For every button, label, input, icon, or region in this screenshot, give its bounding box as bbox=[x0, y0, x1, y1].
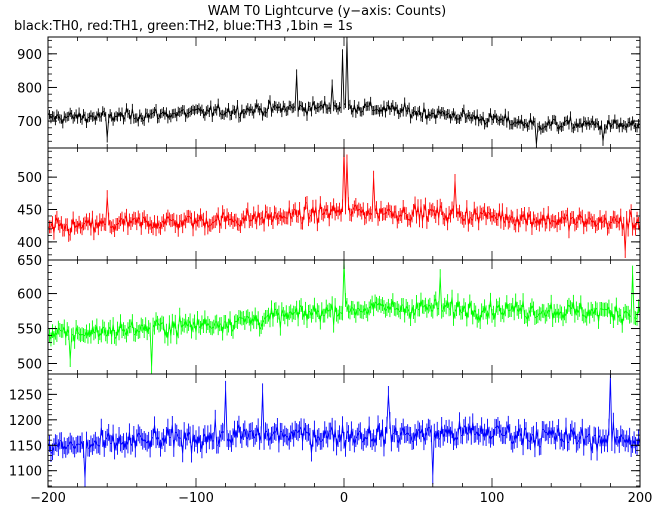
y-tick-label: 600 bbox=[17, 288, 42, 303]
panel-th1: 400 450 500 650 bbox=[17, 147, 641, 269]
x-tick-label: 200 bbox=[628, 491, 653, 505]
y-tick-label: 500 bbox=[17, 171, 42, 186]
x-tick-label: −200 bbox=[30, 491, 66, 505]
y-tick-label: 900 bbox=[17, 48, 42, 63]
y-tick-label: 1150 bbox=[9, 439, 42, 454]
x-tick-label: −100 bbox=[178, 491, 214, 505]
x-tick-label: 0 bbox=[340, 491, 348, 505]
x-tick-label: 100 bbox=[480, 491, 505, 505]
y-tick-label: 800 bbox=[17, 81, 42, 96]
y-tick-label: 500 bbox=[17, 358, 42, 373]
panel-th2: 500 550 600 bbox=[17, 259, 641, 375]
panel-th0: 700 800 900 bbox=[17, 36, 641, 149]
y-tick-label: 550 bbox=[17, 323, 42, 338]
series-line-th3 bbox=[48, 374, 640, 487]
y-tick-label: 650 bbox=[17, 254, 42, 269]
panel-th3: 1100 1150 1200 1250 bbox=[9, 373, 641, 488]
y-tick-label: 1250 bbox=[9, 388, 42, 403]
y-tick-label: 1200 bbox=[9, 414, 42, 429]
series-line-th1 bbox=[48, 148, 640, 258]
chart-title: WAM T0 Lightcurve (y−axis: Counts) bbox=[208, 4, 446, 19]
series-line-th0 bbox=[48, 37, 640, 148]
y-tick-label: 400 bbox=[17, 236, 42, 251]
series-line-th2 bbox=[48, 260, 640, 374]
y-tick-label: 450 bbox=[17, 204, 42, 219]
y-tick-label: 1100 bbox=[9, 465, 42, 480]
panels: 700 800 900 400 450 500 650 500 550 600 1100 1150 12… bbox=[9, 36, 641, 488]
chart-subtitle: black:TH0, red:TH1, green:TH2, blue:TH3 … bbox=[14, 19, 353, 34]
y-tick-label: 700 bbox=[17, 115, 42, 130]
x-axis: −200 −100 0 100 200 bbox=[30, 491, 652, 505]
